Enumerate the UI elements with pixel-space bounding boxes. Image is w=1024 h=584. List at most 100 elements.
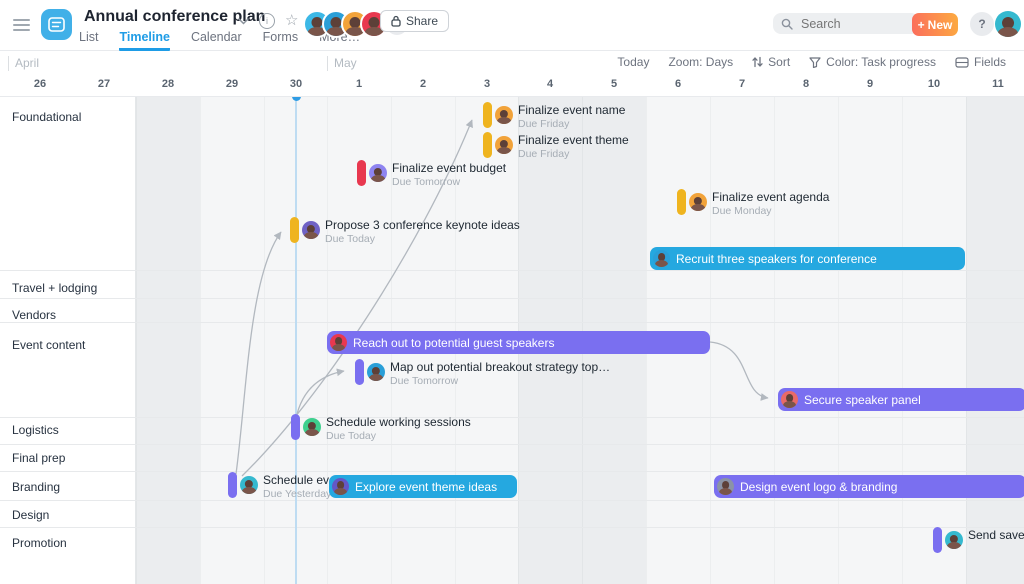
day-number: 5 xyxy=(610,78,618,90)
paint-funnel-icon xyxy=(809,56,821,68)
section-label-vendors: Vendors xyxy=(12,308,57,322)
tab-forms[interactable]: Forms xyxy=(262,30,299,44)
lock-icon xyxy=(391,15,401,27)
task-label: Reach out to potential guest speakers xyxy=(353,335,555,350)
star-icon[interactable]: ☆ xyxy=(285,12,299,29)
schedule-event[interactable] xyxy=(228,472,237,498)
design-event-logo-branding[interactable]: Design event logo & branding xyxy=(714,475,1024,498)
section-sidebar xyxy=(0,96,136,584)
search-input[interactable] xyxy=(799,15,893,32)
section-label-design: Design xyxy=(12,508,50,522)
task-due-label: Due Yesterday xyxy=(263,488,332,500)
task-due-label: Due Friday xyxy=(518,148,570,160)
weekend-band xyxy=(966,96,1024,584)
day-gridline xyxy=(838,96,839,584)
user-avatar[interactable] xyxy=(995,11,1021,37)
assignee-avatar xyxy=(945,531,963,549)
dependency-line xyxy=(296,368,345,415)
fields-icon xyxy=(955,56,969,68)
share-button[interactable]: Share xyxy=(380,10,450,32)
task-note[interactable]: Finalize event budget Due Tomorrow xyxy=(392,161,506,188)
task-note[interactable]: Finalize event theme Due Friday xyxy=(518,133,629,160)
task-due-label: Due Today xyxy=(326,430,377,442)
fields-label: Fields xyxy=(973,55,1006,69)
assignee-avatar xyxy=(332,477,349,495)
day-number: 28 xyxy=(161,78,175,90)
finalize-event-agenda[interactable] xyxy=(677,189,686,215)
project-icon[interactable] xyxy=(41,9,72,40)
day-gridline xyxy=(136,96,137,584)
task-label: Map out potential breakout strategy top… xyxy=(390,360,611,374)
today-button[interactable]: Today xyxy=(617,55,650,69)
page-title: Annual conference plan xyxy=(84,8,266,25)
task-note[interactable]: Propose 3 conference keynote ideas Due To… xyxy=(325,218,520,245)
task-label: Recruit three speakers for conference xyxy=(676,251,877,266)
tab-list[interactable]: List xyxy=(79,30,99,44)
date-header: April May Today Zoom: Days Sort Color: Ta… xyxy=(0,50,1024,97)
today-line xyxy=(295,96,297,584)
task-label: Send save the da xyxy=(968,528,1024,542)
task-due-label: Due Monday xyxy=(712,205,772,217)
new-button-label: New xyxy=(927,17,953,32)
timeline-toolbar: Today Zoom: Days Sort Color: Task progre… xyxy=(617,55,1006,69)
sort-label: Sort xyxy=(768,55,791,69)
task-label: Finalize event budget xyxy=(392,161,507,175)
info-icon[interactable]: i xyxy=(259,13,275,29)
sort-button[interactable]: Sort xyxy=(752,55,790,69)
section-row-divider xyxy=(0,322,1024,323)
section-row-divider xyxy=(0,500,1024,501)
day-gridline xyxy=(902,96,903,584)
task-note[interactable]: Send save the da xyxy=(968,528,1024,542)
task-label: Secure speaker panel xyxy=(804,392,921,407)
assignee-avatar xyxy=(495,136,513,154)
day-number: 11 xyxy=(992,78,1004,90)
section-row-divider xyxy=(0,270,1024,271)
finalize-event-budget[interactable] xyxy=(357,160,366,186)
zoom-setting[interactable]: Zoom: Days xyxy=(668,55,734,69)
help-button[interactable]: ? xyxy=(970,12,994,36)
secure-speaker-panel[interactable]: Secure speaker panel xyxy=(778,388,1024,411)
section-label-branding: Branding xyxy=(12,480,61,494)
tab-timeline[interactable]: Timeline xyxy=(119,30,170,51)
search-bar[interactable] xyxy=(773,13,919,34)
section-row-divider xyxy=(0,527,1024,528)
schedule-working-sessions[interactable] xyxy=(291,414,300,440)
section-label-event-content: Event content xyxy=(12,338,86,352)
task-note[interactable]: Finalize event name Due Friday xyxy=(518,103,625,130)
day-gridline xyxy=(710,96,711,584)
hamburger-menu-icon[interactable] xyxy=(13,19,30,31)
task-label: Finalize event agenda xyxy=(712,190,830,204)
day-number: 8 xyxy=(802,78,810,90)
day-number: 2 xyxy=(419,78,427,90)
month-label: April xyxy=(8,56,39,71)
color-setting[interactable]: Color: Task progress xyxy=(809,55,936,69)
send-save-the-date[interactable] xyxy=(933,527,942,553)
explore-event-theme-ideas[interactable]: Explore event theme ideas xyxy=(329,475,517,498)
tab-calendar[interactable]: Calendar xyxy=(190,30,242,44)
assignee-avatar xyxy=(717,477,734,495)
new-button[interactable]: + New xyxy=(912,13,958,36)
day-gridline xyxy=(774,96,775,584)
task-note[interactable]: Map out potential breakout strategy top…… xyxy=(390,360,610,387)
propose-3-conference-keynote-ideas[interactable] xyxy=(290,217,299,243)
map-out-breakout-strategy[interactable] xyxy=(355,359,364,385)
finalize-event-name[interactable] xyxy=(483,102,492,128)
task-note[interactable]: Schedule working sessions Due Today xyxy=(326,415,471,442)
task-label: Design event logo & branding xyxy=(740,479,898,494)
task-due-label: Due Today xyxy=(325,233,376,245)
chevron-down-icon[interactable] xyxy=(238,17,249,25)
day-gridline xyxy=(966,96,967,584)
day-number: 30 xyxy=(289,78,303,90)
reach-out-guest-speakers[interactable]: Reach out to potential guest speakers xyxy=(327,331,710,354)
day-number: 4 xyxy=(546,78,554,90)
task-label: Schedule working sessions xyxy=(326,415,471,429)
task-note[interactable]: Finalize event agenda Due Monday xyxy=(712,190,829,217)
finalize-event-theme[interactable] xyxy=(483,132,492,158)
day-number: 6 xyxy=(674,78,682,90)
assignee-avatar xyxy=(367,363,385,381)
day-number: 9 xyxy=(866,78,874,90)
assignee-avatar xyxy=(369,164,387,182)
recruit-three-speakers[interactable]: Recruit three speakers for conference xyxy=(650,247,965,270)
fields-button[interactable]: Fields xyxy=(955,55,1006,69)
sort-arrows-icon xyxy=(752,56,763,68)
